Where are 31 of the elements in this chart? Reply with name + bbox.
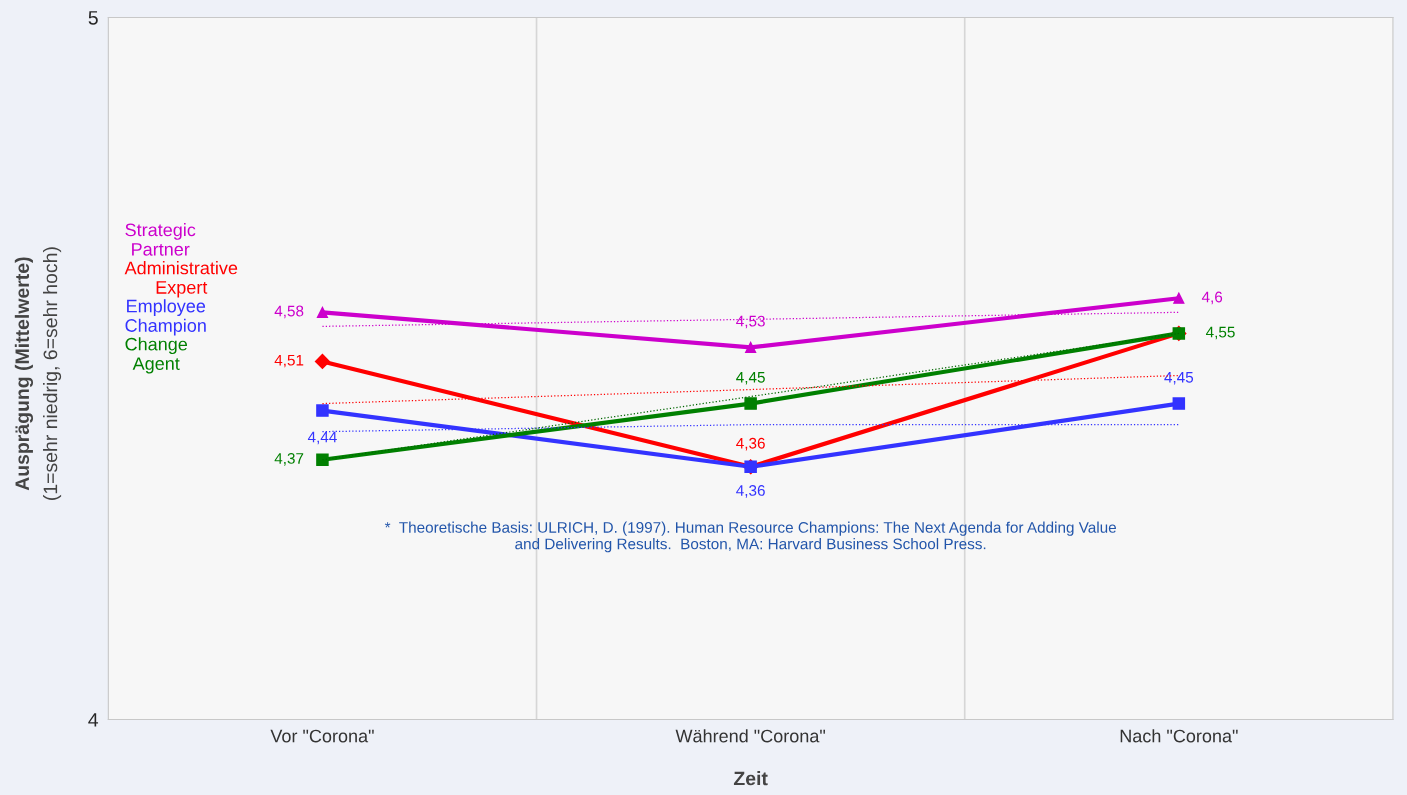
point — [316, 306, 328, 318]
x-tick-label: Vor "Corona" — [270, 729, 374, 743]
data-label: 4,36 — [736, 485, 765, 498]
data-label: 4,44 — [307, 431, 337, 445]
data-label: 4,58 — [274, 305, 304, 319]
data-label: 4,36 — [736, 437, 765, 451]
point — [316, 453, 329, 466]
point — [1173, 292, 1185, 304]
text: Strategic Partner — [125, 223, 196, 256]
data-label: 4,53 — [736, 315, 765, 329]
y-axis-title: Ausprägung (Mittelwerte) (1=sehr niedrig, 6=sehr hoch) — [14, 247, 62, 500]
x-tick-label: Während "Corona" — [675, 729, 826, 743]
x-tick-label: Nach "Corona" — [1120, 729, 1238, 743]
point — [316, 404, 329, 417]
text: Employee Champion — [125, 299, 206, 336]
point — [1172, 397, 1186, 410]
data-label: 4,55 — [1205, 326, 1235, 340]
text: Change Agent — [125, 337, 188, 374]
annotation: * Theoretische Basis: ULRICH, D. (1997). Human Resource Champions: The Next Agenda for Adding Value and Delivering Results. Boston, MA: Harvard Business School Press. — [384, 521, 1116, 553]
y-tick-label: 5 — [88, 11, 98, 25]
data-label: 4,37 — [274, 453, 304, 466]
data-label: 4,51 — [274, 354, 304, 368]
data-label: 4,6 — [1201, 291, 1223, 305]
text: Administrative Expert — [124, 261, 238, 298]
point — [744, 397, 757, 410]
y-tick-label: 4 — [88, 713, 99, 727]
point — [745, 341, 757, 353]
x-axis-title: Zeit — [733, 771, 768, 786]
data-label: 4,45 — [736, 372, 765, 385]
point — [314, 353, 331, 370]
data-label: 4,45 — [1164, 372, 1194, 385]
